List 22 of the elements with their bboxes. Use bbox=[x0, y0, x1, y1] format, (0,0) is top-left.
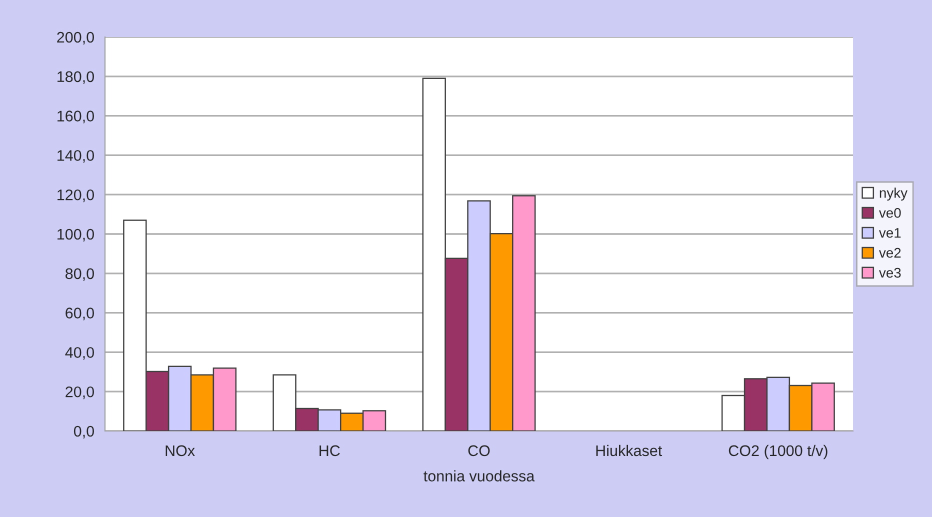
y-tick-label: 80,0 bbox=[66, 268, 94, 281]
legend-label: ve1 bbox=[879, 228, 901, 238]
x-axis-title: tonnia vuodessa bbox=[424, 470, 535, 482]
y-tick-label: 120,0 bbox=[58, 189, 94, 202]
y-tick-label: 0,0 bbox=[74, 426, 94, 438]
y-tick-label: 100,0 bbox=[58, 228, 94, 242]
x-tick-label: Hiukkaset bbox=[596, 444, 662, 456]
x-tick-label: NOx bbox=[166, 445, 195, 456]
x-tick-label: CO2 (1000 t/v) bbox=[728, 444, 828, 460]
legend-label: nyky bbox=[880, 188, 908, 201]
legend-label: ve0 bbox=[879, 208, 901, 218]
x-tick-label: CO bbox=[468, 445, 490, 456]
y-tick-label: 200,0 bbox=[57, 32, 94, 44]
y-tick-label: 160,0 bbox=[58, 110, 94, 124]
y-tick-label: 180,0 bbox=[58, 71, 94, 84]
x-tick-label: HC bbox=[320, 445, 340, 456]
y-tick-label: 20,0 bbox=[66, 386, 94, 400]
legend-label: ve3 bbox=[879, 268, 901, 278]
legend-label: ve2 bbox=[879, 248, 901, 258]
y-tick-label: 140,0 bbox=[58, 150, 94, 163]
y-tick-label: 60,0 bbox=[66, 308, 94, 320]
y-tick-label: 40,0 bbox=[65, 347, 94, 360]
